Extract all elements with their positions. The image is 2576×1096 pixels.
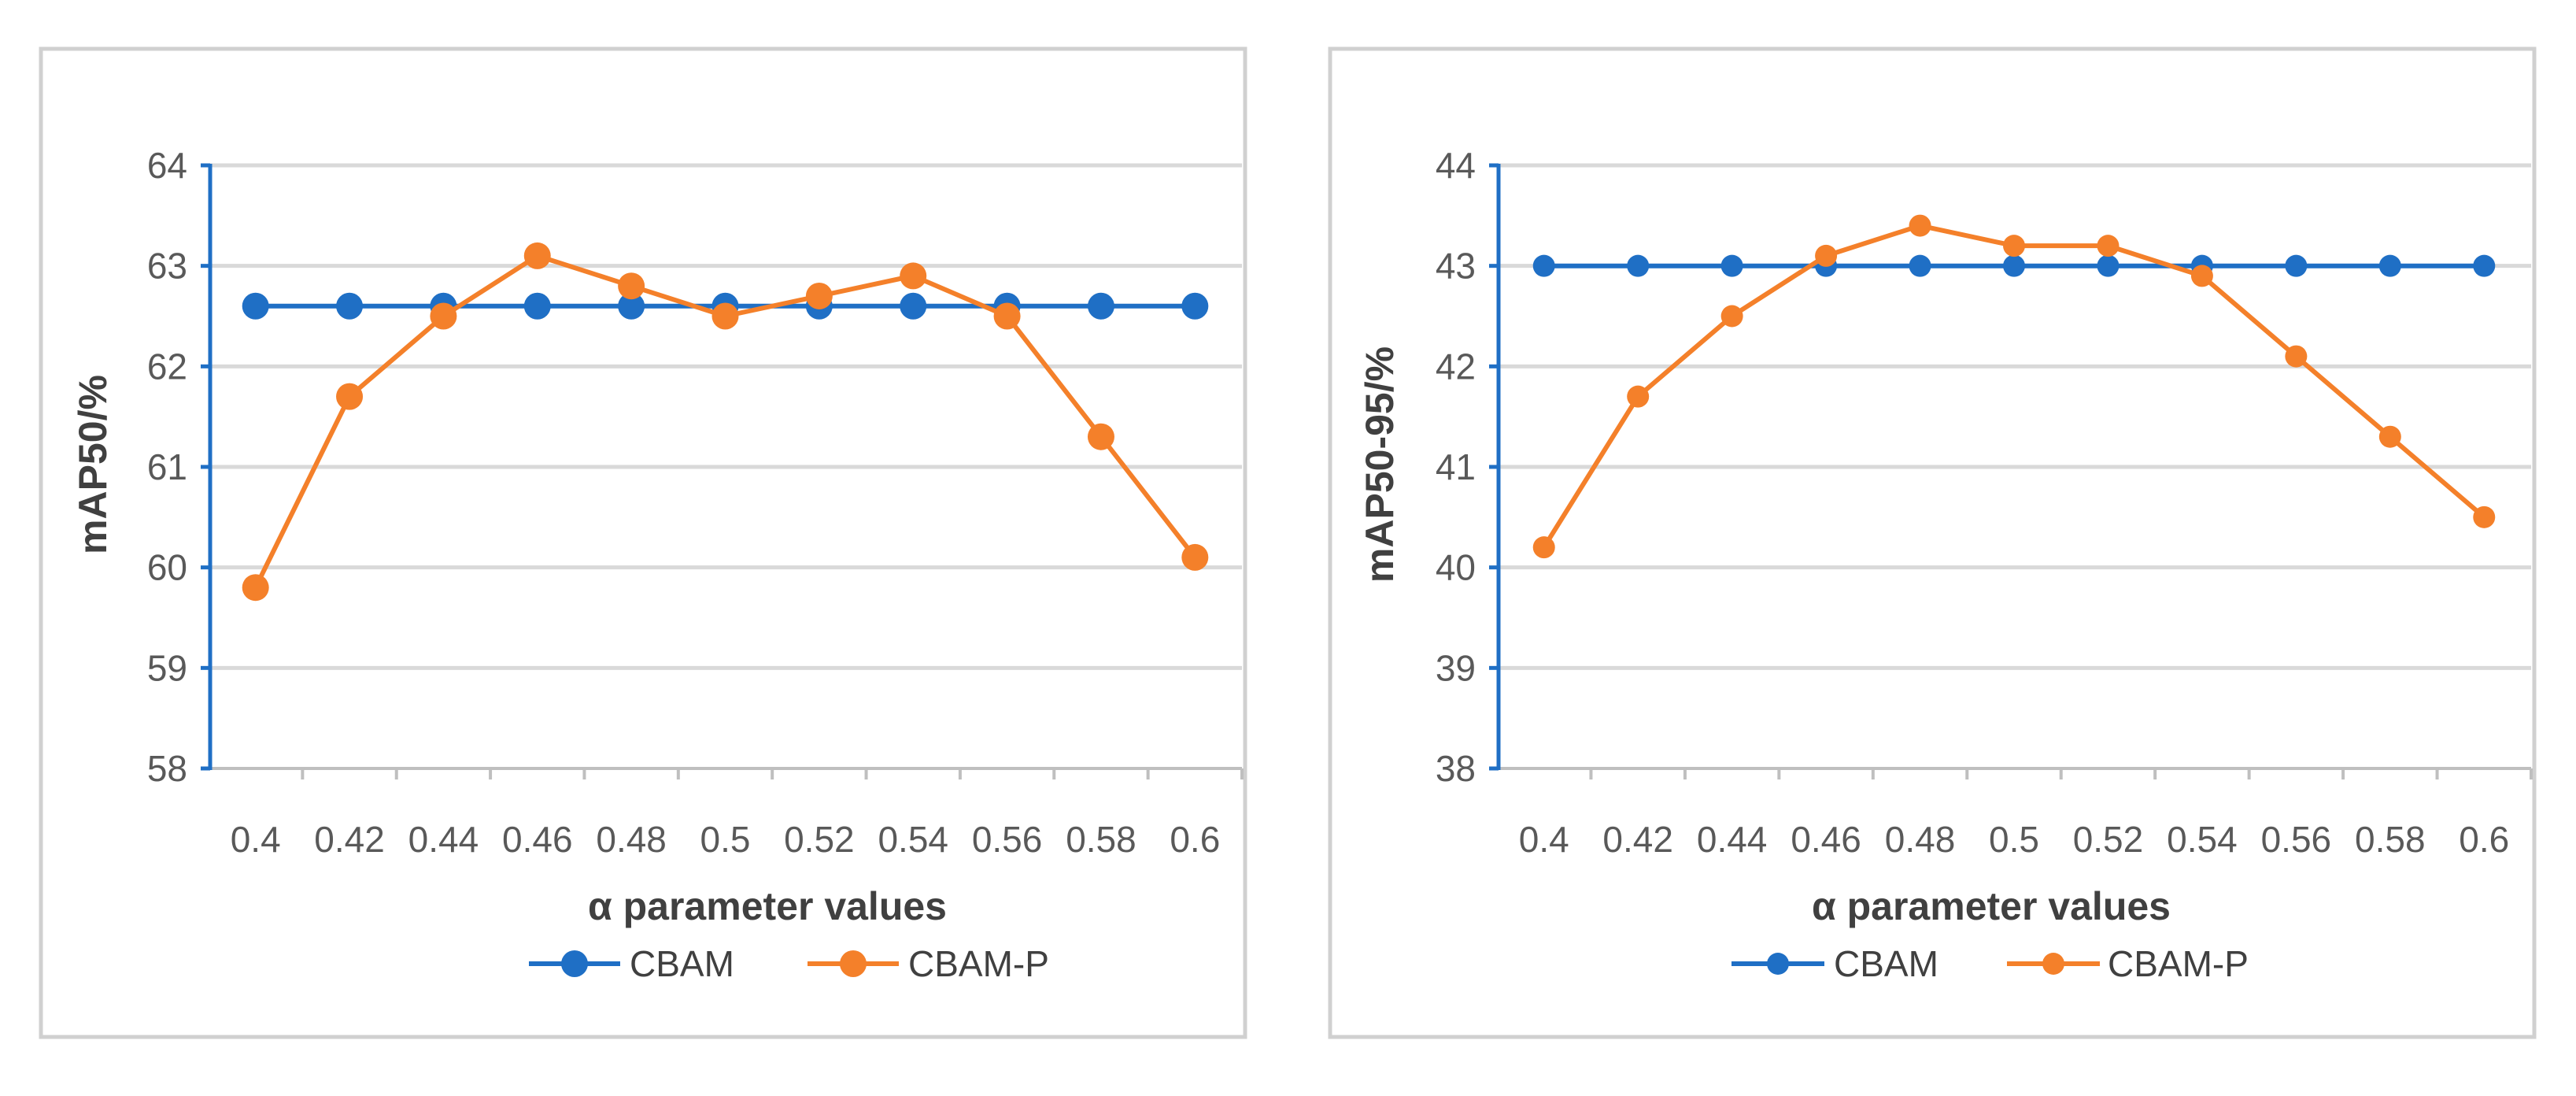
y-tick-label: 63 <box>147 246 187 287</box>
x-tick-label: 0.42 <box>1602 819 1673 860</box>
data-point-cbam <box>2285 254 2308 277</box>
data-point-cbam <box>336 292 364 320</box>
data-point-cbam-p <box>523 242 551 269</box>
data-point-cbam-p <box>242 574 269 602</box>
data-point-cbam <box>2473 254 2496 277</box>
x-tick-label: 0.6 <box>1170 819 1220 860</box>
data-point-cbam-p <box>1087 423 1114 450</box>
data-point-cbam-p <box>2473 505 2496 528</box>
data-point-cbam-p <box>711 302 739 330</box>
legend: CBAM CBAM-P <box>1732 943 2249 984</box>
y-tick-label: 59 <box>147 647 187 688</box>
x-axis-title: α parameter values <box>588 884 947 928</box>
legend-marker-cbam-p <box>2042 953 2064 975</box>
data-point-cbam-p <box>2190 265 2213 287</box>
x-tick-label: 0.44 <box>1697 819 1768 860</box>
legend-marker-cbam-p <box>840 950 867 977</box>
x-tick-label: 0.5 <box>1989 819 2039 860</box>
y-tick-label: 44 <box>1436 145 1476 186</box>
y-tick-label: 41 <box>1436 446 1476 487</box>
x-tick-label: 0.54 <box>2167 819 2238 860</box>
x-tick-label: 0.44 <box>408 819 479 860</box>
data-point-cbam-p <box>993 302 1021 330</box>
chart-panel-2: 38 39 40 41 42 43 44 0.4 0.42 0.44 0.46 0.48 0.5 0.52… <box>1328 46 2537 1039</box>
data-point-cbam-p <box>2003 235 2025 257</box>
x-tick-label: 0.5 <box>700 819 751 860</box>
data-point-cbam <box>523 292 551 320</box>
y-tick-label: 58 <box>147 748 187 789</box>
y-tick-label: 39 <box>1436 647 1476 688</box>
data-point-cbam-p <box>1909 214 1931 237</box>
data-point-cbam-p <box>618 272 645 300</box>
data-point-cbam-p <box>1720 305 1743 328</box>
y-tick-label: 43 <box>1436 246 1476 287</box>
legend-marker-cbam <box>1767 953 1789 975</box>
x-tick-label: 0.52 <box>784 819 855 860</box>
x-tick-label: 0.4 <box>1519 819 1569 860</box>
y-tick-label: 62 <box>147 346 187 387</box>
data-point-cbam-p <box>1627 385 1650 408</box>
x-tick-label: 0.56 <box>2261 819 2332 860</box>
data-point-cbam <box>1181 292 1209 320</box>
y-tick-label: 61 <box>147 446 187 487</box>
data-point-cbam-p <box>1181 543 1209 571</box>
data-point-cbam <box>1087 292 1114 320</box>
x-tick-label: 0.6 <box>2459 819 2509 860</box>
data-point-cbam <box>242 292 269 320</box>
x-tick-label: 0.46 <box>502 819 573 860</box>
y-axis-title: mAP50-95/% <box>1358 346 1402 583</box>
x-tick-label: 0.54 <box>878 819 948 860</box>
panel-frame <box>39 46 1247 1039</box>
data-point-cbam-p <box>2285 345 2308 368</box>
x-tick-label: 0.48 <box>1885 819 1956 860</box>
x-tick-label: 0.42 <box>314 819 385 860</box>
data-point-cbam-p <box>900 262 927 290</box>
data-point-cbam <box>2378 254 2401 277</box>
data-point-cbam <box>2003 254 2025 277</box>
y-axis-title: mAP50/% <box>71 375 115 554</box>
data-point-cbam-p <box>1815 244 1838 267</box>
data-point-cbam <box>1532 254 1555 277</box>
x-tick-label: 0.46 <box>1791 819 1861 860</box>
y-tick-label: 38 <box>1436 748 1476 789</box>
legend-marker-cbam <box>561 950 588 977</box>
data-point-cbam-p <box>1532 536 1555 559</box>
y-tick-label: 42 <box>1436 346 1476 387</box>
x-tick-label: 0.48 <box>596 819 667 860</box>
x-tick-label: 0.4 <box>231 819 281 860</box>
x-tick-label: 0.56 <box>972 819 1043 860</box>
legend-label-cbam: CBAM <box>1834 943 1938 984</box>
data-point-cbam <box>900 292 927 320</box>
data-point-cbam <box>1627 254 1650 277</box>
data-point-cbam-p <box>430 302 457 330</box>
x-axis-title: α parameter values <box>1812 884 2171 928</box>
panel-frame <box>1328 46 2537 1039</box>
y-tick-label: 40 <box>1436 547 1476 588</box>
y-tick-label: 64 <box>147 145 187 186</box>
data-point-cbam <box>1909 254 1931 277</box>
x-tick-label: 0.58 <box>1066 819 1136 860</box>
x-tick-label: 0.58 <box>2355 819 2426 860</box>
y-tick-label: 60 <box>147 547 187 588</box>
legend-label-cbam-p: CBAM-P <box>908 943 1049 984</box>
legend-label-cbam: CBAM <box>630 943 734 984</box>
data-point-cbam-p <box>805 282 833 309</box>
data-point-cbam-p <box>2378 425 2401 448</box>
chart-panel-1: 58 59 60 61 62 63 64 0.4 0.42 0.44 0.46 0.48 0.5 0.52… <box>39 46 1247 1039</box>
data-point-cbam <box>618 292 645 320</box>
data-point-cbam <box>1720 254 1743 277</box>
x-tick-label: 0.52 <box>2073 819 2144 860</box>
data-point-cbam <box>2097 254 2120 277</box>
legend-label-cbam-p: CBAM-P <box>2108 943 2249 984</box>
data-point-cbam-p <box>336 383 364 410</box>
legend: CBAM CBAM-P <box>529 943 1049 984</box>
data-point-cbam-p <box>2097 235 2120 257</box>
